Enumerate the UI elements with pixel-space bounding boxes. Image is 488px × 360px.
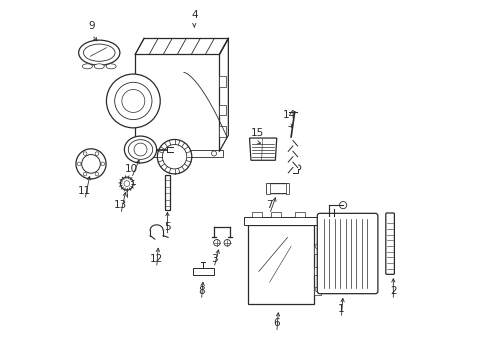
Text: 15: 15 [250, 129, 263, 138]
Circle shape [213, 239, 220, 246]
Ellipse shape [94, 64, 104, 69]
Text: 3: 3 [210, 254, 217, 264]
Text: 14: 14 [282, 111, 295, 121]
Ellipse shape [128, 140, 152, 159]
Bar [314, 267, 320, 275]
Circle shape [157, 139, 191, 174]
Bar [135, 54, 219, 151]
Text: 1: 1 [337, 304, 344, 314]
Circle shape [314, 244, 320, 249]
Bar [271, 212, 281, 217]
Text: 13: 13 [114, 200, 127, 210]
Bar [265, 183, 269, 194]
Bar [219, 126, 226, 137]
Text: 9: 9 [89, 21, 95, 31]
FancyBboxPatch shape [385, 213, 394, 274]
Bar [244, 217, 317, 225]
Circle shape [120, 177, 133, 190]
Circle shape [211, 151, 216, 156]
Bar [219, 76, 226, 87]
Text: 10: 10 [125, 164, 138, 174]
Circle shape [162, 144, 186, 169]
Polygon shape [249, 138, 276, 160]
Ellipse shape [106, 64, 116, 69]
Circle shape [136, 151, 141, 156]
Bar [192, 268, 214, 275]
Circle shape [314, 287, 320, 292]
FancyBboxPatch shape [266, 184, 288, 194]
Circle shape [224, 239, 230, 246]
Bar [247, 225, 314, 304]
Bar [164, 175, 170, 211]
Bar [219, 105, 226, 116]
Ellipse shape [124, 136, 156, 163]
Text: 8: 8 [198, 286, 204, 296]
Circle shape [115, 82, 152, 120]
Circle shape [95, 172, 99, 176]
Circle shape [81, 154, 100, 173]
Text: 2: 2 [389, 286, 396, 296]
Circle shape [83, 172, 87, 176]
Bar [314, 246, 320, 253]
Circle shape [134, 143, 147, 156]
Circle shape [77, 162, 81, 166]
Bar [133, 150, 223, 157]
Circle shape [95, 152, 99, 156]
Text: 7: 7 [266, 200, 272, 210]
Ellipse shape [79, 40, 120, 65]
Text: 11: 11 [78, 186, 91, 196]
Text: 5: 5 [164, 222, 170, 231]
Text: 6: 6 [273, 319, 280, 328]
Ellipse shape [82, 64, 92, 69]
Circle shape [106, 74, 160, 128]
Circle shape [339, 202, 346, 209]
Ellipse shape [83, 44, 115, 61]
Bar [294, 212, 304, 217]
Circle shape [101, 162, 104, 166]
Circle shape [122, 90, 144, 112]
Text: 4: 4 [191, 10, 197, 20]
Text: 12: 12 [150, 254, 163, 264]
Circle shape [76, 149, 106, 179]
Circle shape [83, 152, 87, 156]
FancyBboxPatch shape [317, 213, 377, 294]
Bar [285, 183, 289, 194]
Circle shape [124, 181, 129, 186]
Bar [251, 212, 261, 217]
Bar [314, 287, 320, 295]
